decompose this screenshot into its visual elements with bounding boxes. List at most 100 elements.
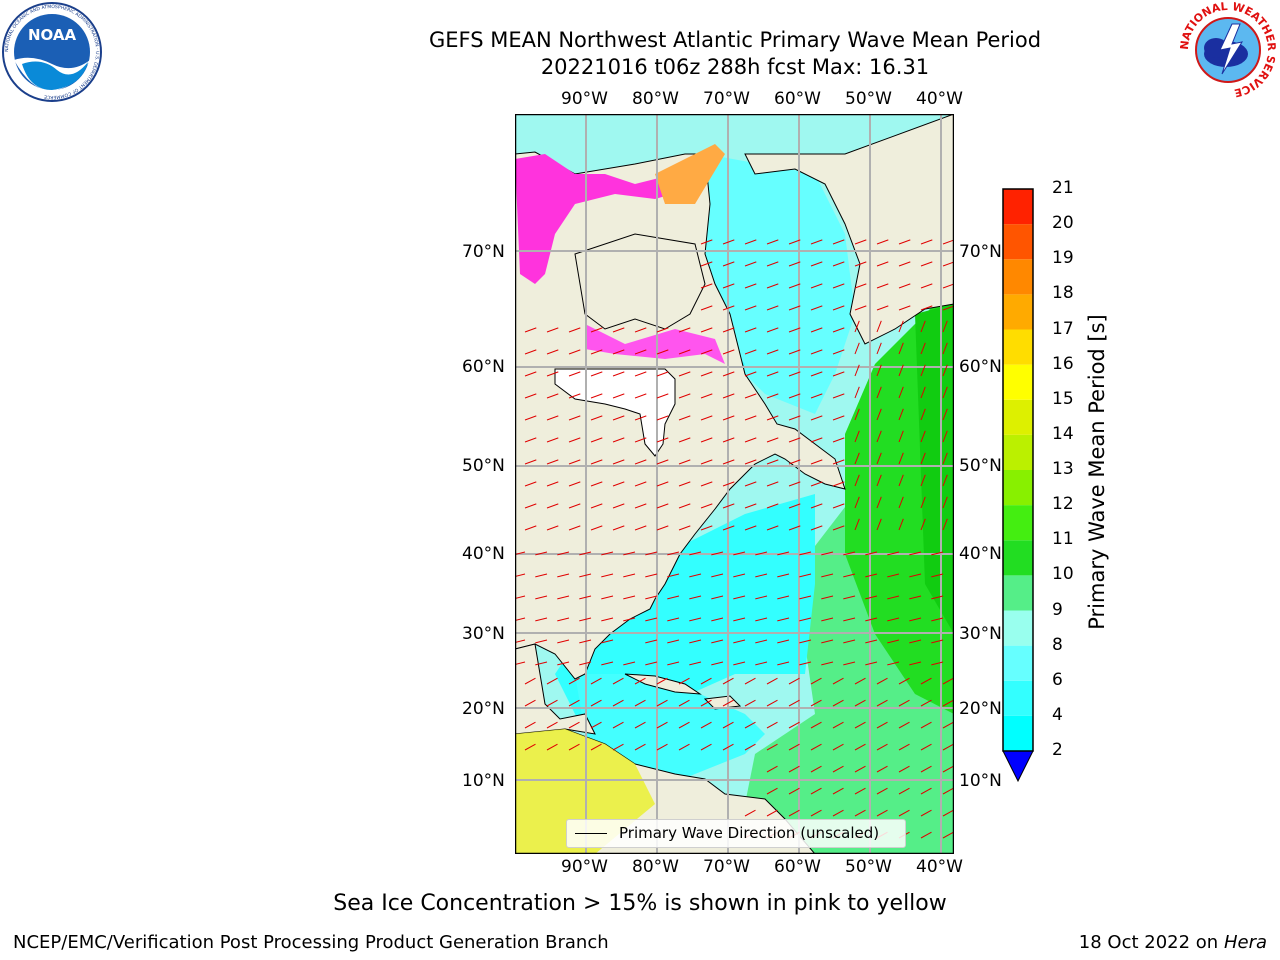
colorbar-tick-label: 14 <box>1052 423 1074 444</box>
wave-arrow <box>810 503 823 509</box>
wave-arrow <box>898 787 910 795</box>
colorbar-tick-label: 18 <box>1052 283 1074 304</box>
title-line-2: 20221016 t06z 288h fcst Max: 16.31 <box>540 55 930 79</box>
wave-arrow <box>656 371 669 377</box>
wave-arrow <box>634 481 647 487</box>
wave-arrow <box>612 503 625 509</box>
wave-arrow <box>920 765 932 773</box>
wave-arrow <box>744 721 756 729</box>
wave-arrow <box>590 437 603 443</box>
wave-arrow <box>579 661 592 666</box>
wave-arrow <box>678 415 691 421</box>
wave-arrow <box>678 503 691 509</box>
wave-arrow <box>623 617 636 622</box>
wave-arrow <box>854 305 867 311</box>
wave-arrow <box>634 677 646 685</box>
wave-arrow <box>810 349 823 355</box>
wave-arrow <box>656 743 668 751</box>
wave-arrow <box>656 525 669 531</box>
wave-arrow <box>678 743 690 751</box>
wave-arrow <box>524 503 537 509</box>
wave-arrow <box>755 639 768 644</box>
colorbar <box>1002 188 1034 783</box>
wave-arrow <box>546 437 559 443</box>
wave-arrow <box>744 305 757 311</box>
wave-arrow <box>843 551 856 556</box>
wave-arrow <box>755 617 768 622</box>
wave-arrow <box>854 283 867 289</box>
wave-arrow <box>601 617 614 622</box>
colorbar-block <box>1003 364 1033 400</box>
wave-arrow <box>788 239 801 245</box>
colorbar-tick-label: 2 <box>1052 740 1063 760</box>
wave-arrow <box>722 459 735 465</box>
wave-arrow <box>546 371 559 377</box>
wave-arrow <box>700 283 713 289</box>
wave-arrow <box>887 617 900 622</box>
colorbar-block <box>1003 329 1033 365</box>
wave-arrow <box>876 261 889 267</box>
wave-arrow <box>667 573 680 578</box>
wave-arrow <box>920 518 926 531</box>
wave-arrow <box>920 699 932 707</box>
wave-arrow <box>788 787 800 795</box>
wave-direction-arrows <box>515 239 954 839</box>
wave-arrow <box>634 503 647 509</box>
wave-arrow <box>766 393 779 399</box>
colorbar-block <box>1003 294 1033 330</box>
colorbar-tick-label: 16 <box>1052 353 1074 374</box>
wave-arrow <box>645 551 658 556</box>
wave-arrow <box>579 551 592 556</box>
wave-arrow <box>854 474 860 487</box>
wave-arrow <box>700 305 713 311</box>
wave-arrow <box>590 327 603 333</box>
wave-arrow <box>799 595 812 600</box>
wave-arrow <box>689 551 702 556</box>
wave-arrow <box>568 699 580 707</box>
wave-arrow <box>557 617 570 622</box>
wave-arrow <box>722 305 735 311</box>
wave-arrow <box>898 496 904 509</box>
title-line-1: GEFS MEAN Northwest Atlantic Primary Wav… <box>428 28 1042 52</box>
wave-arrow <box>832 481 845 487</box>
lat-label-right-60n: 60°N <box>959 357 1002 377</box>
wave-arrow <box>744 809 756 817</box>
wave-arrow <box>876 430 882 443</box>
wave-arrow <box>634 415 647 421</box>
wave-arrow <box>887 661 900 666</box>
wave-arrow <box>810 305 823 311</box>
wave-arrow <box>810 721 822 729</box>
colorbar-tick-label: 4 <box>1052 704 1063 725</box>
wave-arrow <box>854 721 866 729</box>
wave-arrow <box>612 721 624 729</box>
wave-arrow <box>865 595 878 600</box>
wave-period-map <box>515 114 954 854</box>
wave-arrow <box>612 481 625 487</box>
wave-arrow <box>711 639 724 644</box>
wave-arrow <box>821 661 834 666</box>
wave-arrow <box>689 639 702 644</box>
wave-arrow <box>788 721 800 729</box>
wave-arrow <box>920 386 926 399</box>
wave-arrow <box>744 261 757 267</box>
wave-arrow <box>711 595 724 600</box>
wave-arrow <box>546 415 559 421</box>
wave-arrow <box>898 305 911 311</box>
wave-arrow <box>755 595 768 600</box>
colorbar-extend-triangle <box>1002 750 1034 783</box>
wave-arrow <box>909 573 922 578</box>
wave-arrow <box>689 595 702 600</box>
wave-arrow <box>898 765 910 773</box>
wave-arrow <box>810 261 823 267</box>
wave-arrow <box>920 342 926 355</box>
wave-arrow <box>634 721 646 729</box>
wave-arrow <box>832 437 845 443</box>
wave-arrow <box>777 661 790 666</box>
wave-arrow <box>920 496 926 509</box>
wave-arrow <box>744 415 757 421</box>
wave-arrow <box>722 283 735 289</box>
wave-arrow <box>601 639 614 644</box>
wave-arrow <box>700 677 712 685</box>
wave-arrow <box>876 518 882 531</box>
wave-arrow <box>766 481 779 487</box>
